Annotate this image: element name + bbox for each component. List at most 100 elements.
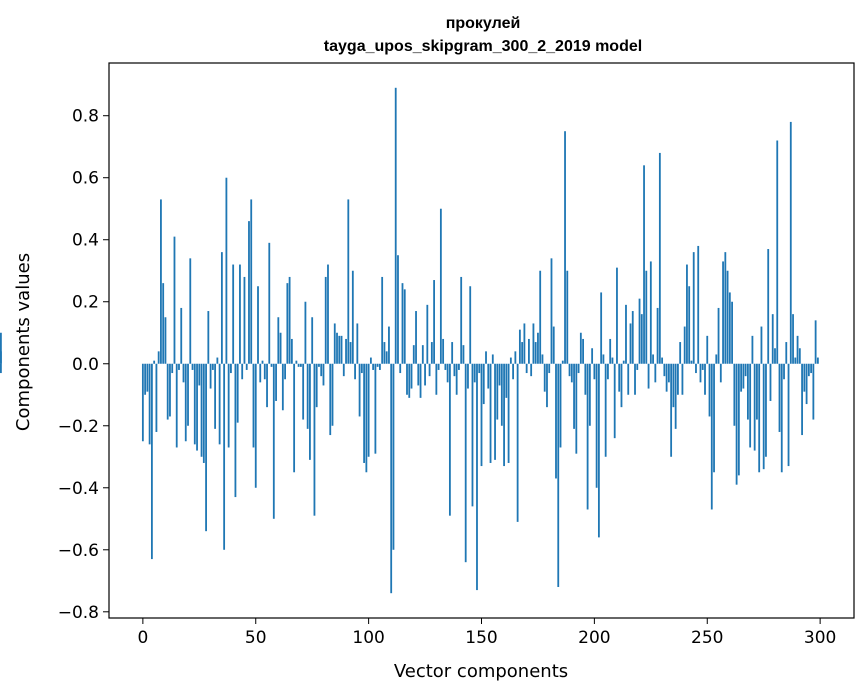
bar-37 xyxy=(225,177,228,364)
bar-232 xyxy=(665,363,668,392)
bar-96 xyxy=(358,363,361,417)
bar-235 xyxy=(672,363,675,408)
x-tick-label: 250 xyxy=(691,628,723,648)
bar-82 xyxy=(327,264,329,364)
bar-94 xyxy=(354,363,356,380)
bar-172 xyxy=(530,363,533,377)
bar-189 xyxy=(568,363,571,377)
bar-166 xyxy=(516,363,519,522)
bar-45 xyxy=(243,276,246,364)
bar-undefined xyxy=(0,332,2,364)
bar-55 xyxy=(266,363,268,408)
bar-74 xyxy=(309,363,311,460)
bar-230 xyxy=(661,357,664,364)
bar-128 xyxy=(430,342,433,364)
y-tick-label: 0.2 xyxy=(72,293,99,313)
bar-58 xyxy=(272,363,275,519)
bar-238 xyxy=(679,342,682,364)
bar-18 xyxy=(182,363,185,383)
bar-97 xyxy=(360,363,363,374)
bar-200 xyxy=(593,363,596,380)
bar-171 xyxy=(528,338,530,364)
bar-272 xyxy=(756,363,758,420)
bar-116 xyxy=(403,289,406,364)
bar-12 xyxy=(169,363,171,417)
bar-117 xyxy=(406,363,408,395)
bar-208 xyxy=(611,357,614,364)
bar-186 xyxy=(561,360,564,364)
bar-281 xyxy=(776,140,779,364)
bar-215 xyxy=(627,363,630,395)
bar-167 xyxy=(518,329,521,364)
bar-209 xyxy=(613,363,616,439)
bar-42 xyxy=(236,363,239,423)
bar-23 xyxy=(193,363,196,445)
bar-77 xyxy=(315,363,318,408)
bar-156 xyxy=(494,363,496,460)
bar-undefined xyxy=(0,351,2,364)
bar-155 xyxy=(491,354,494,364)
x-tick-label: 0 xyxy=(137,628,148,648)
bar-289 xyxy=(794,357,797,364)
bar-134 xyxy=(444,363,447,370)
bar-210 xyxy=(616,267,618,364)
bar-48 xyxy=(250,199,253,364)
bar-295 xyxy=(807,363,810,377)
bar-174 xyxy=(534,342,537,364)
bar-299 xyxy=(816,357,819,364)
bar-133 xyxy=(442,338,445,364)
bar-52 xyxy=(259,363,262,383)
bar-250 xyxy=(706,335,709,364)
x-axis-label: Vector components xyxy=(394,661,568,682)
y-axis-label: Components values xyxy=(13,253,34,431)
bar-188 xyxy=(566,270,569,364)
bar-69 xyxy=(297,363,300,367)
bar-220 xyxy=(638,298,641,364)
bar-229 xyxy=(658,152,661,364)
bar-129 xyxy=(433,280,435,364)
bar-205 xyxy=(604,363,607,457)
bar-80 xyxy=(322,363,325,386)
bar-50 xyxy=(254,363,257,488)
bar-24 xyxy=(196,363,198,451)
bar-104 xyxy=(376,363,379,367)
bar-63 xyxy=(284,363,286,380)
bar-78 xyxy=(318,363,320,367)
bar-44 xyxy=(241,363,244,380)
bar-15 xyxy=(175,363,178,448)
bar-60 xyxy=(277,317,280,364)
bar-111 xyxy=(392,363,395,550)
bar-187 xyxy=(564,131,566,364)
bar-10 xyxy=(164,317,167,364)
bar-270 xyxy=(751,335,754,364)
bar-180 xyxy=(548,363,551,374)
bar-242 xyxy=(688,286,691,364)
bar-2 xyxy=(146,363,149,392)
bar-148 xyxy=(476,363,478,591)
bar-66 xyxy=(290,338,293,364)
bar-26 xyxy=(200,363,203,457)
bar-113 xyxy=(397,255,399,364)
bar-207 xyxy=(609,338,612,364)
bar-273 xyxy=(758,363,761,473)
bar-260 xyxy=(728,292,731,364)
bar-218 xyxy=(634,363,636,395)
bar-99 xyxy=(365,363,368,473)
bar-93 xyxy=(351,270,354,364)
bar-27 xyxy=(202,363,205,463)
bar-65 xyxy=(288,276,291,364)
bar-36 xyxy=(223,363,226,550)
bar-256 xyxy=(719,363,722,383)
bar-22 xyxy=(191,363,194,370)
bar-241 xyxy=(686,264,688,364)
x-axis-ticks: 0 50 100 150 200 250 300 xyxy=(137,618,836,648)
bar-212 xyxy=(620,363,623,408)
bar-29 xyxy=(207,311,210,364)
bar-67 xyxy=(293,363,296,473)
bar-136 xyxy=(448,363,451,516)
bar-285 xyxy=(785,342,788,364)
bar-92 xyxy=(349,342,352,364)
bar-57 xyxy=(270,363,273,367)
bar-130 xyxy=(435,363,438,395)
bar-168 xyxy=(521,342,524,364)
